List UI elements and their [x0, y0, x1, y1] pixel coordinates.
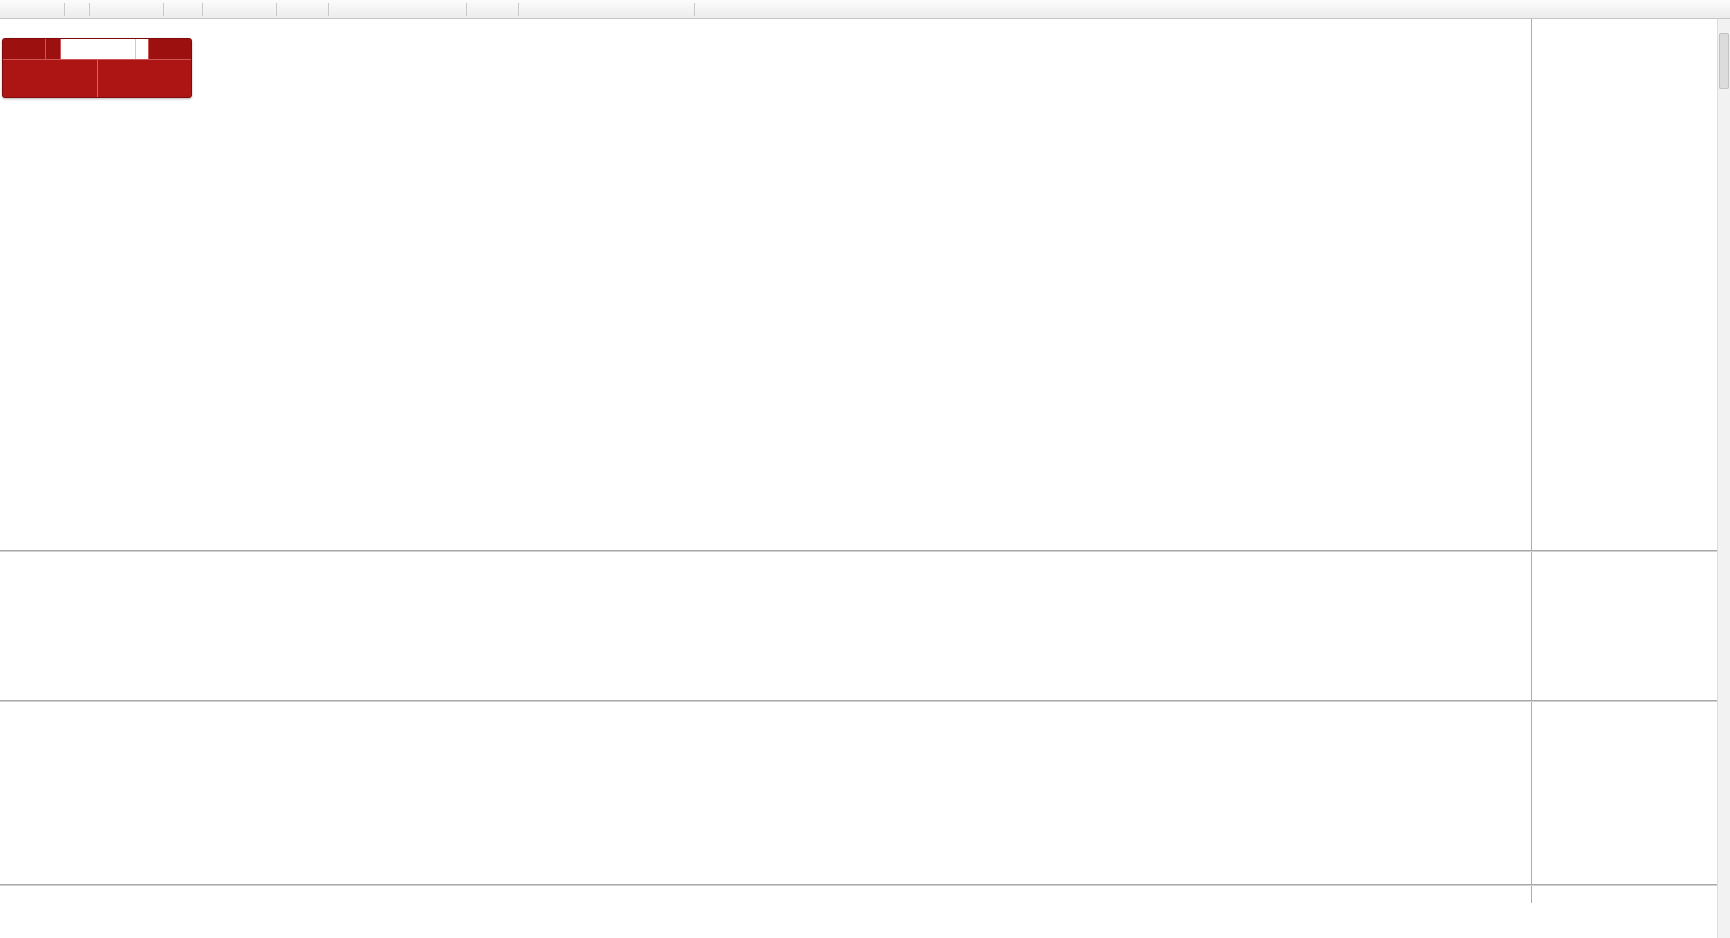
one-click-trading-panel — [2, 38, 192, 98]
toolbar-separator — [276, 2, 277, 16]
buy-button[interactable] — [149, 39, 191, 59]
toolbar-separator — [202, 2, 203, 16]
volume-input[interactable] — [61, 42, 135, 56]
toolbar-separator — [163, 2, 164, 16]
data-window-icon[interactable] — [116, 0, 137, 18]
navigator-icon[interactable] — [138, 0, 159, 18]
toolbar-separator — [328, 2, 329, 16]
main-chart-panel[interactable] — [0, 19, 1531, 550]
zoom-out-icon[interactable] — [303, 0, 324, 18]
indicators-icon[interactable] — [355, 0, 376, 18]
time-axis[interactable] — [0, 884, 1717, 904]
profiles-icon[interactable] — [39, 0, 60, 18]
rsi-label — [5, 705, 11, 717]
templates-dropdown-icon[interactable] — [449, 0, 462, 18]
price-axis[interactable] — [1532, 19, 1717, 884]
trendline-icon[interactable] — [567, 0, 588, 18]
hline-icon[interactable] — [545, 0, 566, 18]
candlestick-chart-icon[interactable] — [229, 0, 250, 18]
new-order-button[interactable] — [69, 1, 85, 18]
scroll-up-icon[interactable] — [1718, 19, 1730, 32]
autotrade-icon — [174, 0, 188, 18]
new-chart-icon[interactable] — [3, 0, 24, 18]
indicators-dropdown-icon[interactable] — [377, 0, 390, 18]
time-axis-border — [0, 884, 1717, 886]
scroll-down-icon[interactable] — [1718, 925, 1730, 938]
arrows-icon[interactable] — [655, 0, 676, 18]
macd-panel[interactable] — [0, 552, 1531, 700]
line-chart-icon[interactable] — [251, 0, 272, 18]
rsi-panel[interactable] — [0, 702, 1531, 884]
toolbar-separator — [64, 2, 65, 16]
scrollbar-thumb[interactable] — [1719, 33, 1729, 89]
price-axis-separator — [1531, 19, 1532, 903]
toolbar-separator — [694, 2, 695, 16]
toolbar-overflow-icon[interactable] — [1706, 0, 1727, 18]
one-click-header-row — [3, 39, 191, 60]
vline-icon[interactable] — [523, 0, 544, 18]
volume-dropdown-icon[interactable] — [45, 39, 61, 59]
tile-windows-icon[interactable] — [333, 0, 354, 18]
templates-icon[interactable] — [427, 0, 448, 18]
toolbar-separator — [466, 2, 467, 16]
spin-down-icon[interactable] — [136, 49, 148, 59]
buy-price[interactable] — [98, 60, 192, 97]
volume-box — [61, 39, 149, 59]
vertical-scrollbar — [1717, 19, 1730, 938]
toolbar-separator — [518, 2, 519, 16]
spin-up-icon[interactable] — [136, 39, 148, 49]
market-watch-icon[interactable] — [94, 0, 115, 18]
rsi-splitter[interactable] — [0, 700, 1717, 702]
cursor-icon[interactable] — [471, 0, 492, 18]
periods-dropdown-icon[interactable] — [413, 0, 426, 18]
sell-button[interactable] — [3, 39, 45, 59]
toolbar — [0, 0, 1730, 19]
channel-icon[interactable] — [589, 0, 610, 18]
one-click-price-row — [3, 60, 191, 97]
text-icon[interactable] — [633, 0, 654, 18]
toolbar-separator — [89, 2, 90, 16]
bar-chart-icon[interactable] — [207, 0, 228, 18]
periods-icon[interactable] — [391, 0, 412, 18]
volume-spinner — [135, 39, 148, 59]
autotrade-button[interactable] — [168, 1, 198, 18]
macd-label — [5, 555, 17, 567]
new-chart-dropdown-icon[interactable] — [25, 0, 38, 18]
fibo-icon[interactable] — [611, 0, 632, 18]
sell-price[interactable] — [3, 60, 98, 97]
macd-splitter[interactable] — [0, 550, 1717, 552]
shapes-dropdown-icon[interactable] — [677, 0, 690, 18]
zoom-in-icon[interactable] — [281, 0, 302, 18]
crosshair-icon[interactable] — [493, 0, 514, 18]
